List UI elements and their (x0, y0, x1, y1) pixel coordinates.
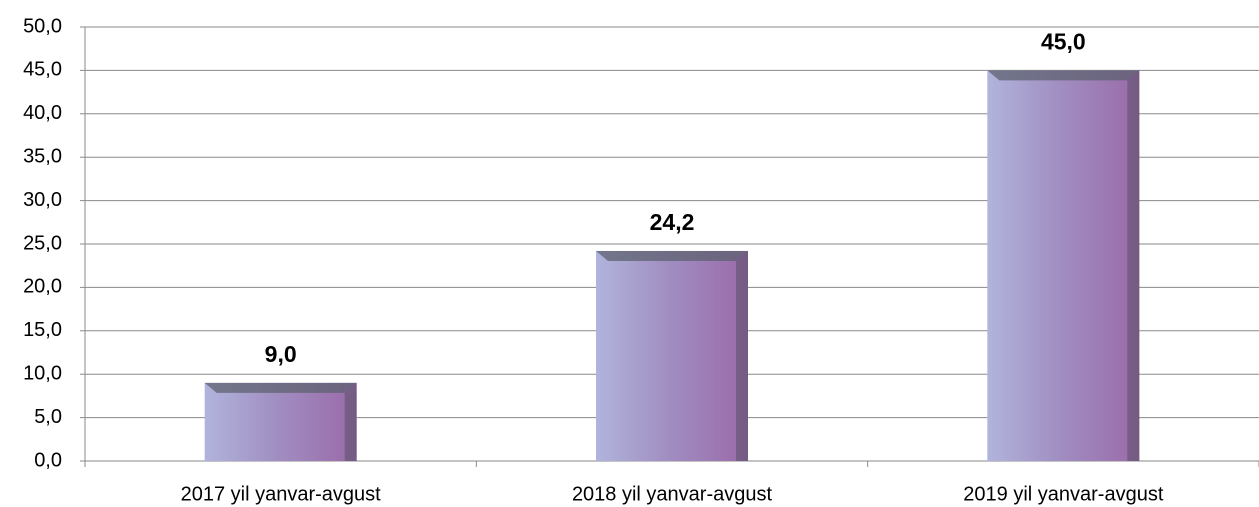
bar-bevel (1127, 70, 1140, 462)
value-label: 9,0 (265, 341, 297, 367)
y-tick-label: 10,0 (23, 362, 62, 384)
y-tick-label: 35,0 (23, 145, 62, 167)
y-tick-label: 5,0 (34, 406, 62, 428)
value-label: 24,2 (650, 209, 695, 235)
bar-bevel (344, 382, 357, 461)
bar (596, 250, 748, 461)
y-tick-label: 20,0 (23, 276, 62, 298)
y-tick-label: 15,0 (23, 319, 62, 341)
x-tick-label: 2017 yil yanvar-avgust (181, 483, 382, 505)
x-tick-label: 2019 yil yanvar-avgust (963, 483, 1164, 505)
y-tick-label: 30,0 (23, 189, 62, 211)
bar-bevel (736, 250, 748, 461)
y-tick-label: 25,0 (23, 232, 62, 254)
bar-bevel (204, 382, 357, 393)
bar (987, 70, 1140, 462)
value-label: 45,0 (1041, 28, 1086, 54)
y-tick-label: 45,0 (23, 59, 62, 81)
bar-bevel (987, 70, 1140, 81)
y-tick-label: 40,0 (23, 102, 62, 124)
bar (204, 382, 357, 461)
y-tick-label: 0,0 (34, 449, 62, 471)
y-tick-label: 50,0 (23, 15, 62, 37)
bar-bevel (596, 250, 748, 261)
x-tick-label: 2018 yil yanvar-avgust (572, 483, 773, 505)
